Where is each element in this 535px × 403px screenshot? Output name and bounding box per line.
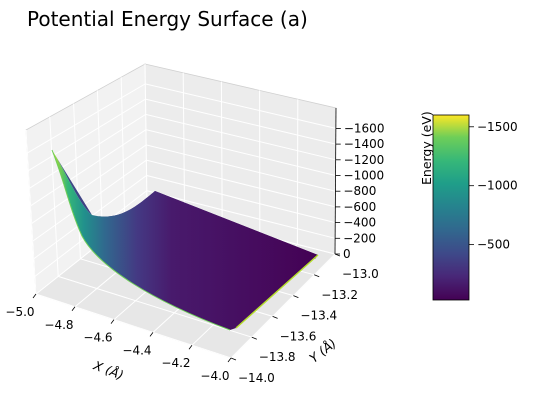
z-tick-label: −800 bbox=[343, 184, 376, 198]
colorbar-gradient bbox=[432, 114, 470, 301]
x-tick-mark bbox=[110, 319, 115, 324]
x-tick-mark bbox=[71, 306, 76, 312]
y-tick-label: −13.8 bbox=[259, 350, 296, 364]
y-side-grid-line bbox=[120, 77, 126, 224]
x-tick-label: −4.0 bbox=[200, 369, 229, 383]
x-tick-mark bbox=[149, 332, 154, 337]
z-axis-line bbox=[334, 107, 337, 255]
y-axis-ticks: −14.0 −13.8 −13.6 −13.4 −13.2 −13.0 bbox=[230, 253, 379, 385]
x-tick-mark bbox=[188, 344, 193, 350]
y-tick-label: −14.0 bbox=[238, 371, 275, 385]
colorbar-tick-label: −1000 bbox=[477, 179, 518, 193]
x-tick-mark bbox=[32, 293, 37, 299]
y-side-grid-line bbox=[73, 103, 81, 259]
x-grid-line bbox=[230, 253, 336, 359]
surface-right-edge bbox=[235, 254, 319, 329]
colorbar-tick-label: −1500 bbox=[477, 120, 518, 134]
y-side-grid-line bbox=[144, 63, 148, 207]
x-tick-label: −5.0 bbox=[5, 305, 34, 319]
x-tick-label: −4.4 bbox=[122, 343, 151, 357]
y-tick-mark bbox=[314, 274, 320, 278]
z-tick-label: −1400 bbox=[344, 137, 385, 151]
z-grid-line bbox=[34, 190, 336, 277]
y-side-grid-line bbox=[49, 116, 59, 277]
z-tick-label: −1600 bbox=[344, 121, 385, 135]
z-grid-line bbox=[33, 174, 336, 260]
x-back-grid-line bbox=[182, 72, 186, 216]
y-grid-line bbox=[58, 275, 252, 338]
z-grid-line bbox=[27, 83, 336, 154]
y-tick-mark bbox=[230, 357, 237, 361]
z-tick-label: −200 bbox=[343, 231, 376, 245]
energy-surface bbox=[51, 149, 319, 331]
surface-front-edge bbox=[51, 149, 231, 331]
z-grid-line bbox=[32, 159, 336, 242]
y-grid-line bbox=[35, 293, 232, 359]
colorbar-ticks: −500 −1000 −1500 bbox=[469, 120, 518, 252]
z-grid-line bbox=[28, 98, 336, 171]
x-axis-ticks: −5.0 −4.8 −4.6 −4.4 −4.2 −4.0 bbox=[5, 293, 232, 383]
z-tick-label: −600 bbox=[343, 200, 376, 214]
y-tick-label: −13.4 bbox=[300, 309, 337, 323]
z-axis-ticks: 0 −200−400 −600 −800−1000 −1200 −1400 −1600 bbox=[334, 107, 385, 261]
z-tick-label: 0 bbox=[343, 247, 351, 261]
y-tick-mark bbox=[293, 295, 299, 298]
z-axis-label: Energy (eV) bbox=[419, 111, 434, 185]
x-back-grid-line bbox=[220, 81, 223, 226]
y-tick-label: −13.0 bbox=[342, 267, 379, 281]
x-tick-label: −4.6 bbox=[83, 331, 112, 345]
z-tick-label: −1000 bbox=[344, 169, 385, 183]
y-side-grid-line bbox=[96, 90, 104, 242]
x-tick-mark bbox=[227, 357, 232, 363]
z-tick-label: −1200 bbox=[344, 153, 385, 167]
z-grid-line bbox=[29, 113, 336, 189]
chart-title: Potential Energy Surface (a) bbox=[27, 7, 308, 31]
y-side-grid-line bbox=[25, 129, 37, 295]
z-tick-label: −400 bbox=[343, 216, 376, 230]
surface-main bbox=[52, 150, 318, 330]
x-axis-label: X (Å) bbox=[91, 357, 126, 382]
y-tick-mark bbox=[272, 316, 278, 319]
x-tick-label: −4.8 bbox=[44, 318, 73, 332]
y-tick-label: −13.2 bbox=[321, 288, 358, 302]
y-tick-label: −13.6 bbox=[280, 329, 317, 343]
colorbar-tick-label: −500 bbox=[477, 238, 510, 252]
y-tick-mark bbox=[251, 336, 257, 340]
x-tick-label: −4.2 bbox=[161, 356, 190, 370]
colorbar: −500 −1000 −1500 bbox=[432, 114, 518, 301]
